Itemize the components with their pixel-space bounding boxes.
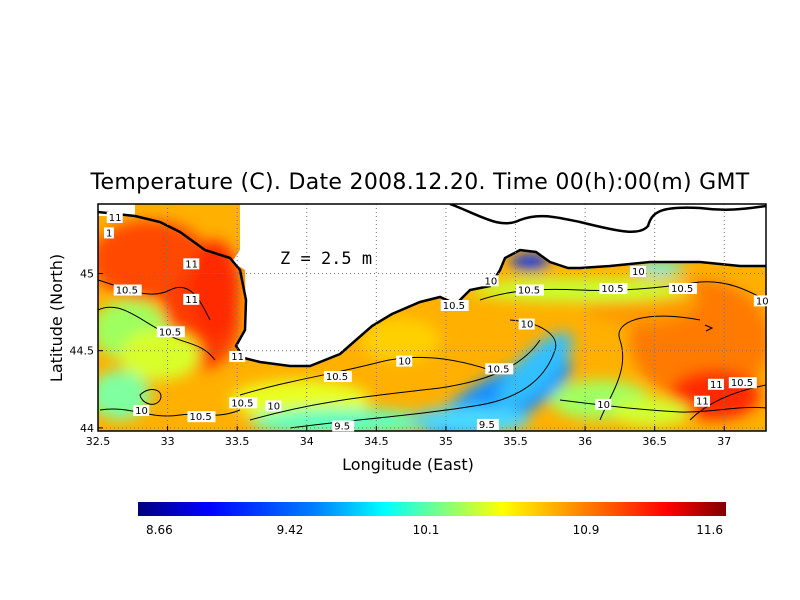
contour-label-bg bbox=[396, 355, 413, 367]
contour-label-bg bbox=[728, 377, 757, 389]
contour-label: 10.5 bbox=[731, 378, 753, 389]
colorbar-tick-label: 8.66 bbox=[146, 523, 173, 537]
contour-label: 10.5 bbox=[189, 412, 211, 423]
colorbar-tick-label: 10.9 bbox=[573, 523, 600, 537]
contour-label: 10 bbox=[597, 400, 610, 411]
contour-label: 10 bbox=[521, 320, 534, 331]
contour-label: 10 bbox=[267, 401, 280, 412]
contour-label-bg bbox=[440, 300, 469, 312]
contour-label: 11 bbox=[185, 259, 198, 270]
x-axis: 32.5 33 33.5 34 34.5 35 35.5 36 36.5 37 bbox=[86, 426, 731, 448]
contour-label-bg bbox=[482, 275, 499, 287]
x-tick-label: 37 bbox=[717, 435, 731, 448]
contour-label: 9.5 bbox=[479, 420, 495, 431]
y-tick-label: 44 bbox=[80, 422, 94, 435]
contour-label-bg bbox=[323, 371, 352, 383]
contour-label-bg bbox=[599, 283, 628, 295]
x-tick-label: 32.5 bbox=[86, 435, 111, 448]
y-axis: 44 44.5 45 bbox=[70, 267, 103, 435]
contour-label: 10.5 bbox=[443, 301, 465, 312]
y-axis-label: Latitude (North) bbox=[47, 254, 66, 382]
colorbar-tick-label: 10.1 bbox=[413, 523, 440, 537]
temperature-field bbox=[98, 204, 766, 431]
contour-label: 10.5 bbox=[231, 398, 253, 409]
x-tick-label: 36.5 bbox=[642, 435, 667, 448]
contour-label-bg bbox=[133, 405, 150, 417]
contour-label: 11 bbox=[185, 295, 198, 306]
x-tick-label: 33.5 bbox=[225, 435, 250, 448]
plot-frame bbox=[97, 203, 767, 432]
contour-label: 10.5 bbox=[487, 364, 509, 375]
coastline-north bbox=[449, 204, 766, 233]
contour-label-bg bbox=[595, 398, 612, 410]
contour-label-bg bbox=[156, 326, 185, 338]
colorbar bbox=[138, 502, 726, 516]
y-tick-label: 44.5 bbox=[70, 345, 95, 358]
contour-label-bg bbox=[707, 378, 724, 390]
colorbar-tick-label: 9.42 bbox=[277, 523, 304, 537]
contour-label: 10.5 bbox=[671, 284, 693, 295]
contour-label: 10 bbox=[632, 267, 645, 278]
contour-label-bg bbox=[332, 420, 355, 432]
x-tick-label: 34.5 bbox=[364, 435, 389, 448]
coastline bbox=[98, 210, 766, 368]
x-tick-label: 33 bbox=[161, 435, 175, 448]
contour-label: 10 bbox=[398, 357, 411, 368]
contour-label-bg bbox=[187, 411, 216, 423]
contour-label-bg bbox=[183, 293, 200, 305]
contour-label: 11 bbox=[710, 380, 723, 391]
contour-label: 11 bbox=[696, 397, 709, 408]
x-tick-label: 35 bbox=[439, 435, 453, 448]
y-tick-label: 45 bbox=[80, 267, 94, 280]
colorbar-ticks: 8.66 9.42 10.1 10.9 11.6 bbox=[146, 523, 723, 537]
contour-label-bg bbox=[630, 266, 647, 278]
contour-label: 10.5 bbox=[116, 286, 138, 297]
contour-label-bg bbox=[668, 283, 697, 295]
contour-label-bg bbox=[183, 258, 200, 270]
contour-label: 10 bbox=[756, 296, 769, 307]
contour-label: 10.5 bbox=[518, 286, 540, 297]
contour-label: 11 bbox=[231, 352, 244, 363]
x-axis-label: Longitude (East) bbox=[342, 455, 474, 474]
depth-annotation: Z = 2.5 m bbox=[280, 249, 372, 269]
contour-label: 10.5 bbox=[601, 284, 623, 295]
contour-label-bg bbox=[229, 350, 246, 362]
chart-title: Temperature (C). Date 2008.12.20. Time 0… bbox=[90, 170, 750, 195]
contour-label-bg bbox=[113, 284, 142, 296]
contour-label: 10 bbox=[135, 406, 148, 417]
contour-label: 11 bbox=[109, 213, 122, 224]
contour-label: 9.5 bbox=[334, 421, 350, 432]
contour-label-bg bbox=[265, 400, 282, 412]
contour-label-bg bbox=[106, 211, 123, 223]
contour-label: 10 bbox=[484, 276, 497, 287]
x-tick-label: 35.5 bbox=[503, 435, 528, 448]
contour-label-bg bbox=[103, 227, 114, 239]
colorbar-tick-label: 11.6 bbox=[696, 523, 723, 537]
contour-label-bg bbox=[753, 295, 770, 307]
contour-label: 10.5 bbox=[326, 372, 348, 383]
contour-label-bg bbox=[515, 284, 544, 296]
contour-label: 1 bbox=[106, 228, 112, 239]
contour-label: 10.5 bbox=[159, 327, 181, 338]
x-tick-label: 34 bbox=[300, 435, 314, 448]
contour-label-bg bbox=[485, 363, 514, 375]
contour-label-bg bbox=[518, 318, 535, 330]
contour-label-bg bbox=[229, 397, 258, 409]
x-tick-label: 36 bbox=[578, 435, 592, 448]
contour-label-bg bbox=[476, 418, 499, 430]
contour-label-bg bbox=[694, 395, 711, 407]
